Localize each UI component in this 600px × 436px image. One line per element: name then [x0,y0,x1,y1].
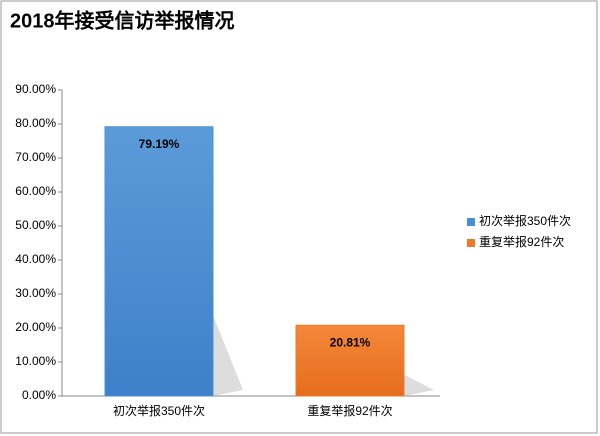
legend-label: 初次举报350件次 [479,213,571,228]
y-tick-label: 90.00% [15,82,56,96]
y-tick-label: 30.00% [15,286,56,300]
x-tick-label: 重复举报92件次 [307,403,392,418]
chart-title: 2018年接受信访举报情况 [10,8,235,32]
bar-shadow [213,315,243,396]
y-tick-label: 0.00% [22,388,56,402]
y-tick-label: 50.00% [15,218,56,232]
y-tick-label: 40.00% [15,252,56,266]
y-tick-label: 60.00% [15,184,56,198]
legend-swatch [467,239,475,247]
value-label: 79.19% [139,137,180,151]
bar [104,126,214,397]
y-tick-label: 80.00% [15,116,56,130]
bar-shadow [404,374,434,396]
x-tick-label: 初次举报350件次 [113,403,205,418]
y-tick-label: 70.00% [15,150,56,164]
legend-label: 重复举报92件次 [479,234,564,249]
legend-swatch [467,218,475,226]
y-tick-label: 20.00% [15,320,56,334]
y-tick-label: 10.00% [15,354,56,368]
bar [295,324,405,397]
value-label: 20.81% [330,335,371,349]
